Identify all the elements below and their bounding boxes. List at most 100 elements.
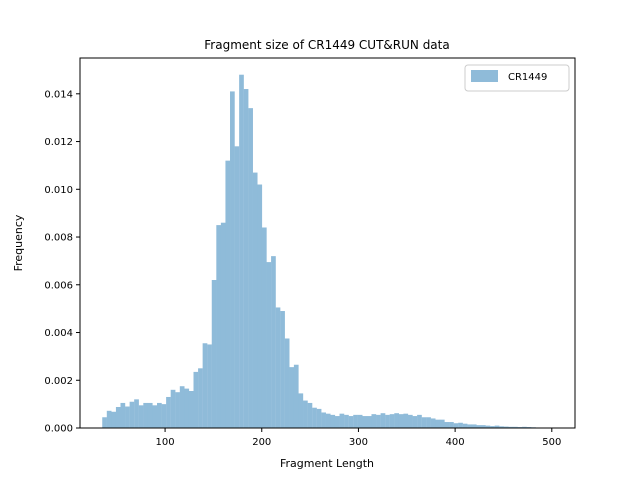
histogram-bar-8 [138,405,144,428]
histogram-bar-5 [125,406,130,428]
histogram-bar-16 [175,392,180,428]
histogram-bar-82 [476,425,482,428]
legend-swatch [471,70,498,82]
histogram-bar-30 [239,74,244,429]
histogram-bar-20 [193,371,199,428]
histogram-bar-29 [234,146,240,428]
histogram-bar-35 [261,227,267,428]
y-tick-label: 0.002 [44,376,73,387]
histogram-bar-22 [202,343,208,428]
histogram-bar-51 [334,416,340,428]
y-tick-label: 0.008 [44,233,73,244]
y-tick-label: 0.012 [44,137,73,148]
histogram-bar-81 [471,424,477,428]
y-tick-label: 0.014 [44,89,73,100]
histogram-bar-65 [398,414,404,428]
histogram-bar-41 [289,367,295,428]
histogram-bar-64 [394,413,399,428]
x-tick-label: 100 [156,437,175,448]
histogram-bar-60 [376,414,381,428]
histogram-bar-78 [458,422,463,428]
histogram-bar-73 [435,419,441,428]
histogram-bar-23 [207,344,212,428]
histogram-bar-17 [179,386,185,428]
histogram-bar-27 [225,160,231,428]
histogram-bar-2 [111,411,117,428]
histogram-bar-26 [220,222,226,428]
histogram-bar-4 [120,402,126,428]
legend: CR1449 [464,64,570,92]
x-tick-label: 300 [349,437,368,448]
y-tick-label: 0.006 [44,280,73,291]
histogram-bar-19 [188,391,194,428]
histogram-bar-47 [316,408,322,428]
histogram-bar-0 [102,417,107,428]
y-axis-label: Frequency [12,214,25,271]
y-tick-label: 0.004 [44,328,73,339]
histogram-bar-79 [462,423,468,428]
histogram-bar-54 [348,416,354,428]
histogram-bar-67 [407,414,413,428]
histogram-bar-62 [385,414,390,428]
histogram-bar-59 [371,414,377,428]
histogram-bar-83 [480,425,486,428]
histogram-bar-13 [161,404,167,428]
histogram-bar-46 [312,407,317,428]
histogram-bar-10 [147,402,153,428]
histogram-bar-55 [353,414,358,428]
histogram-bar-61 [380,413,386,428]
histogram-bar-45 [307,402,313,428]
histogram-bar-48 [321,412,326,428]
histogram-bar-25 [216,225,222,428]
histogram-bar-14 [166,396,171,428]
histogram-bar-44 [303,400,308,428]
histogram-bar-66 [403,413,409,428]
histogram-bar-28 [230,91,235,429]
histogram-bar-3 [115,406,121,428]
histogram-bar-63 [389,414,395,428]
legend-label: CR1449 [508,72,547,83]
histogram-bar-53 [344,414,349,428]
y-tick-label: 0.010 [44,185,73,196]
histogram-bar-32 [248,108,253,428]
histogram-bar-72 [430,418,436,428]
histogram-bar-36 [266,262,272,428]
histogram-bar-21 [198,368,203,428]
histogram-bar-75 [444,422,450,428]
histogram-bar-40 [284,338,290,428]
histogram-bar-31 [243,89,249,428]
histogram-bar-87 [499,426,504,428]
histogram-bar-80 [467,424,473,428]
histogram-bar-37 [271,256,276,428]
histogram-bar-6 [129,401,135,428]
histogram-bar-76 [449,422,454,428]
histogram-bar-68 [412,416,418,428]
histogram-bar-57 [362,416,368,428]
x-axis-label: Fragment Length [280,457,374,470]
histogram-bar-34 [257,184,263,428]
histogram-bar-85 [490,426,495,428]
histogram-bar-86 [494,425,500,428]
chart-title: Fragment size of CR1449 CUT&RUN data [204,38,449,52]
histogram-bar-49 [325,413,331,428]
plot-frame [79,57,576,429]
histogram-bar-84 [485,425,491,428]
y-axis-ticks: 0.000 0.002 0.004 0.006 0.008 0.010 0.012 0.014 [44,89,80,435]
histogram-bar-15 [170,389,176,428]
histogram-bar-88 [503,426,509,428]
histogram-bar-24 [211,280,217,428]
histogram-bar-92 [522,426,527,428]
histogram-bar-12 [157,402,162,428]
histogram-bar-9 [143,402,149,428]
x-tick-label: 500 [542,437,561,448]
x-axis-ticks: 100 200 300 400 500 [156,428,561,448]
histogram-bar-69 [417,414,422,428]
histogram-bar-58 [366,416,372,428]
histogram-bar-11 [152,405,158,428]
histogram-bar-77 [453,423,459,428]
histogram-bar-38 [275,307,281,428]
histogram-bar-70 [421,417,427,428]
histogram-bar-43 [298,393,304,428]
histogram-bar-42 [293,364,299,428]
